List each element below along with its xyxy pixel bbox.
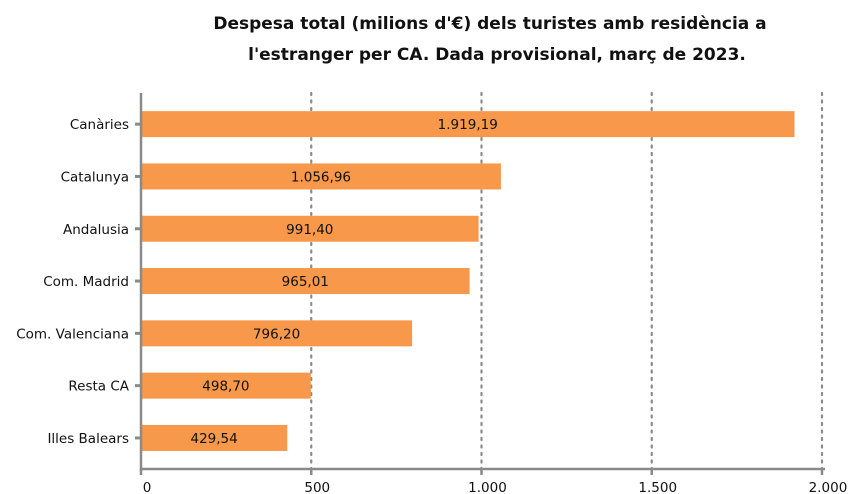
x-tick-label-500: 500 — [304, 480, 330, 494]
chart-title-line-2: l'estranger per CA. Dada provisional, ma… — [248, 45, 746, 65]
category-label-3: Com. Madrid — [43, 274, 129, 290]
bar-1 — [141, 163, 501, 190]
data-label-0: 1.919,19 — [438, 117, 498, 133]
data-label-6: 429,54 — [191, 431, 238, 447]
chart-title-line-1: Despesa total (milions d'€) dels turiste… — [213, 14, 766, 34]
bar-6 — [141, 424, 288, 451]
bar-3 — [141, 268, 470, 295]
labels: 1.919,19 Canàries 1.056,96 Catalunya 991,40 A… — [16, 117, 847, 494]
category-label-4: Com. Valenciana — [16, 326, 129, 342]
bars — [141, 111, 795, 451]
category-label-6: Illes Balears — [47, 431, 129, 447]
bar-2 — [141, 215, 479, 242]
bar-5 — [141, 372, 311, 399]
chart-title: Despesa total (milions d'€) dels turiste… — [213, 14, 766, 65]
x-tick-label-0: 0 — [143, 480, 152, 494]
data-label-2: 991,40 — [286, 222, 333, 238]
category-label-5: Resta CA — [68, 379, 129, 395]
x-tick-label-1500: 1.500 — [638, 480, 677, 494]
data-label-5: 498,70 — [202, 379, 249, 395]
axes — [135, 93, 825, 475]
data-label-1: 1.056,96 — [291, 169, 351, 185]
x-tick-label-2000: 2.000 — [809, 480, 848, 494]
category-label-2: Andalusia — [63, 222, 129, 238]
data-label-3: 965,01 — [282, 274, 329, 290]
x-tick-label-1000: 1.000 — [468, 480, 507, 494]
bar-4 — [141, 320, 413, 347]
category-label-0: Canàries — [70, 117, 129, 133]
data-label-4: 796,20 — [253, 326, 300, 342]
category-label-1: Catalunya — [61, 169, 129, 185]
bar-0 — [141, 111, 795, 138]
